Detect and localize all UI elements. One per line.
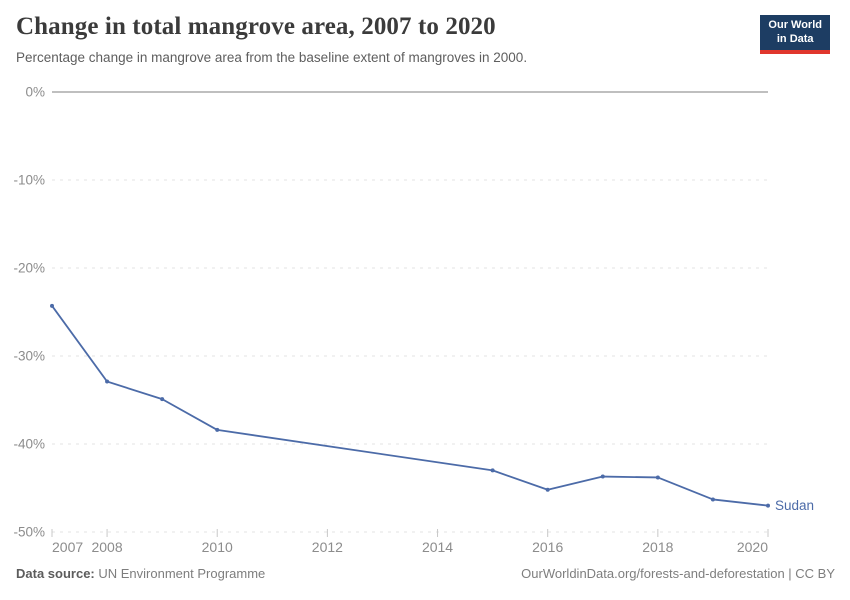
page-title: Change in total mangrove area, 2007 to 2… [16,13,496,40]
y-axis-tick-label: -20% [13,261,45,276]
x-axis-tick-label: 2012 [312,539,343,555]
data-point [766,503,770,508]
y-axis-tick-label: -40% [13,437,45,452]
chart-header: Change in total mangrove area, 2007 to 2… [16,12,756,65]
x-axis-tick-label: 2008 [91,539,122,555]
data-point [655,475,660,480]
x-axis-tick-label: 2018 [642,539,673,555]
data-point [710,497,715,502]
y-axis-tick-label: -30% [13,349,45,364]
x-axis-tick-label: 2014 [422,539,453,555]
chart-subtitle: Percentage change in mangrove area from … [16,50,528,65]
chart-footer: Data source: UN Environment Programme Ou… [16,566,835,581]
owid-logo: Our World in Data [760,15,830,54]
y-axis-tick-label: 0% [25,85,45,100]
series-line-sudan [51,304,769,507]
owid-logo-line1: Our World [768,19,822,31]
data-point [215,427,220,432]
x-axis-tick-label: 2016 [532,539,563,555]
series-label: Sudan [775,498,814,513]
y-axis-tick-label: -10% [13,173,45,188]
x-axis-tick-label: 2010 [202,539,233,555]
x-axis-tick-label: 2020 [737,539,768,555]
data-source: Data source: UN Environment Programme [16,566,265,581]
data-point [600,474,605,479]
data-source-label: Data source: [16,566,95,581]
data-point [50,303,54,308]
data-point [160,397,165,402]
data-point [545,487,550,492]
x-axis-tick-label: 2007 [52,539,83,555]
attribution-link: OurWorldinData.org/forests-and-deforesta… [521,566,835,581]
data-point [490,468,495,473]
data-point [105,379,110,384]
owid-logo-line2: in Data [776,32,814,45]
y-axis-tick-label: -50% [13,525,45,540]
data-source-value: UN Environment Programme [98,566,266,581]
